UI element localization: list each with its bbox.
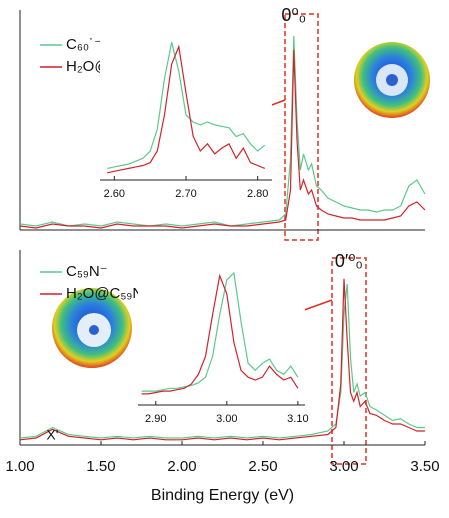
x-tick-label: 2.60 bbox=[104, 188, 125, 200]
annotation: 0′⁰₀ bbox=[335, 251, 363, 271]
x-tick-label: 2.80 bbox=[247, 188, 268, 200]
x-tick-label: 1.00 bbox=[5, 458, 34, 475]
x-tick-label: 3.10 bbox=[287, 413, 308, 425]
annotation: X' bbox=[46, 427, 58, 443]
figure: C₆₀˙⁻H₂O@C₆₀˙⁻0⁰₀2.602.702.801.001.502.0… bbox=[0, 0, 449, 518]
x-tick-label: 2.50 bbox=[248, 458, 277, 475]
legend-label: C₅₉N⁻ bbox=[66, 263, 108, 280]
inset-background bbox=[100, 30, 272, 180]
x-tick-label: 3.00 bbox=[329, 458, 358, 475]
x-tick-label: 3.00 bbox=[216, 413, 237, 425]
legend-label: C₆₀˙⁻ bbox=[66, 36, 102, 53]
highlight-box bbox=[285, 14, 318, 240]
x-tick-label: 2.90 bbox=[145, 413, 166, 425]
x-axis-label: Binding Energy (eV) bbox=[151, 487, 294, 504]
x-tick-label: 1.50 bbox=[86, 458, 115, 475]
inset-background bbox=[138, 261, 305, 405]
x-tick-label: 2.00 bbox=[167, 458, 196, 475]
x-tick-label: 2.70 bbox=[175, 188, 196, 200]
x-tick-label: 3.50 bbox=[410, 458, 439, 475]
molecule-image bbox=[354, 42, 430, 118]
annotation: 0⁰₀ bbox=[281, 5, 306, 25]
